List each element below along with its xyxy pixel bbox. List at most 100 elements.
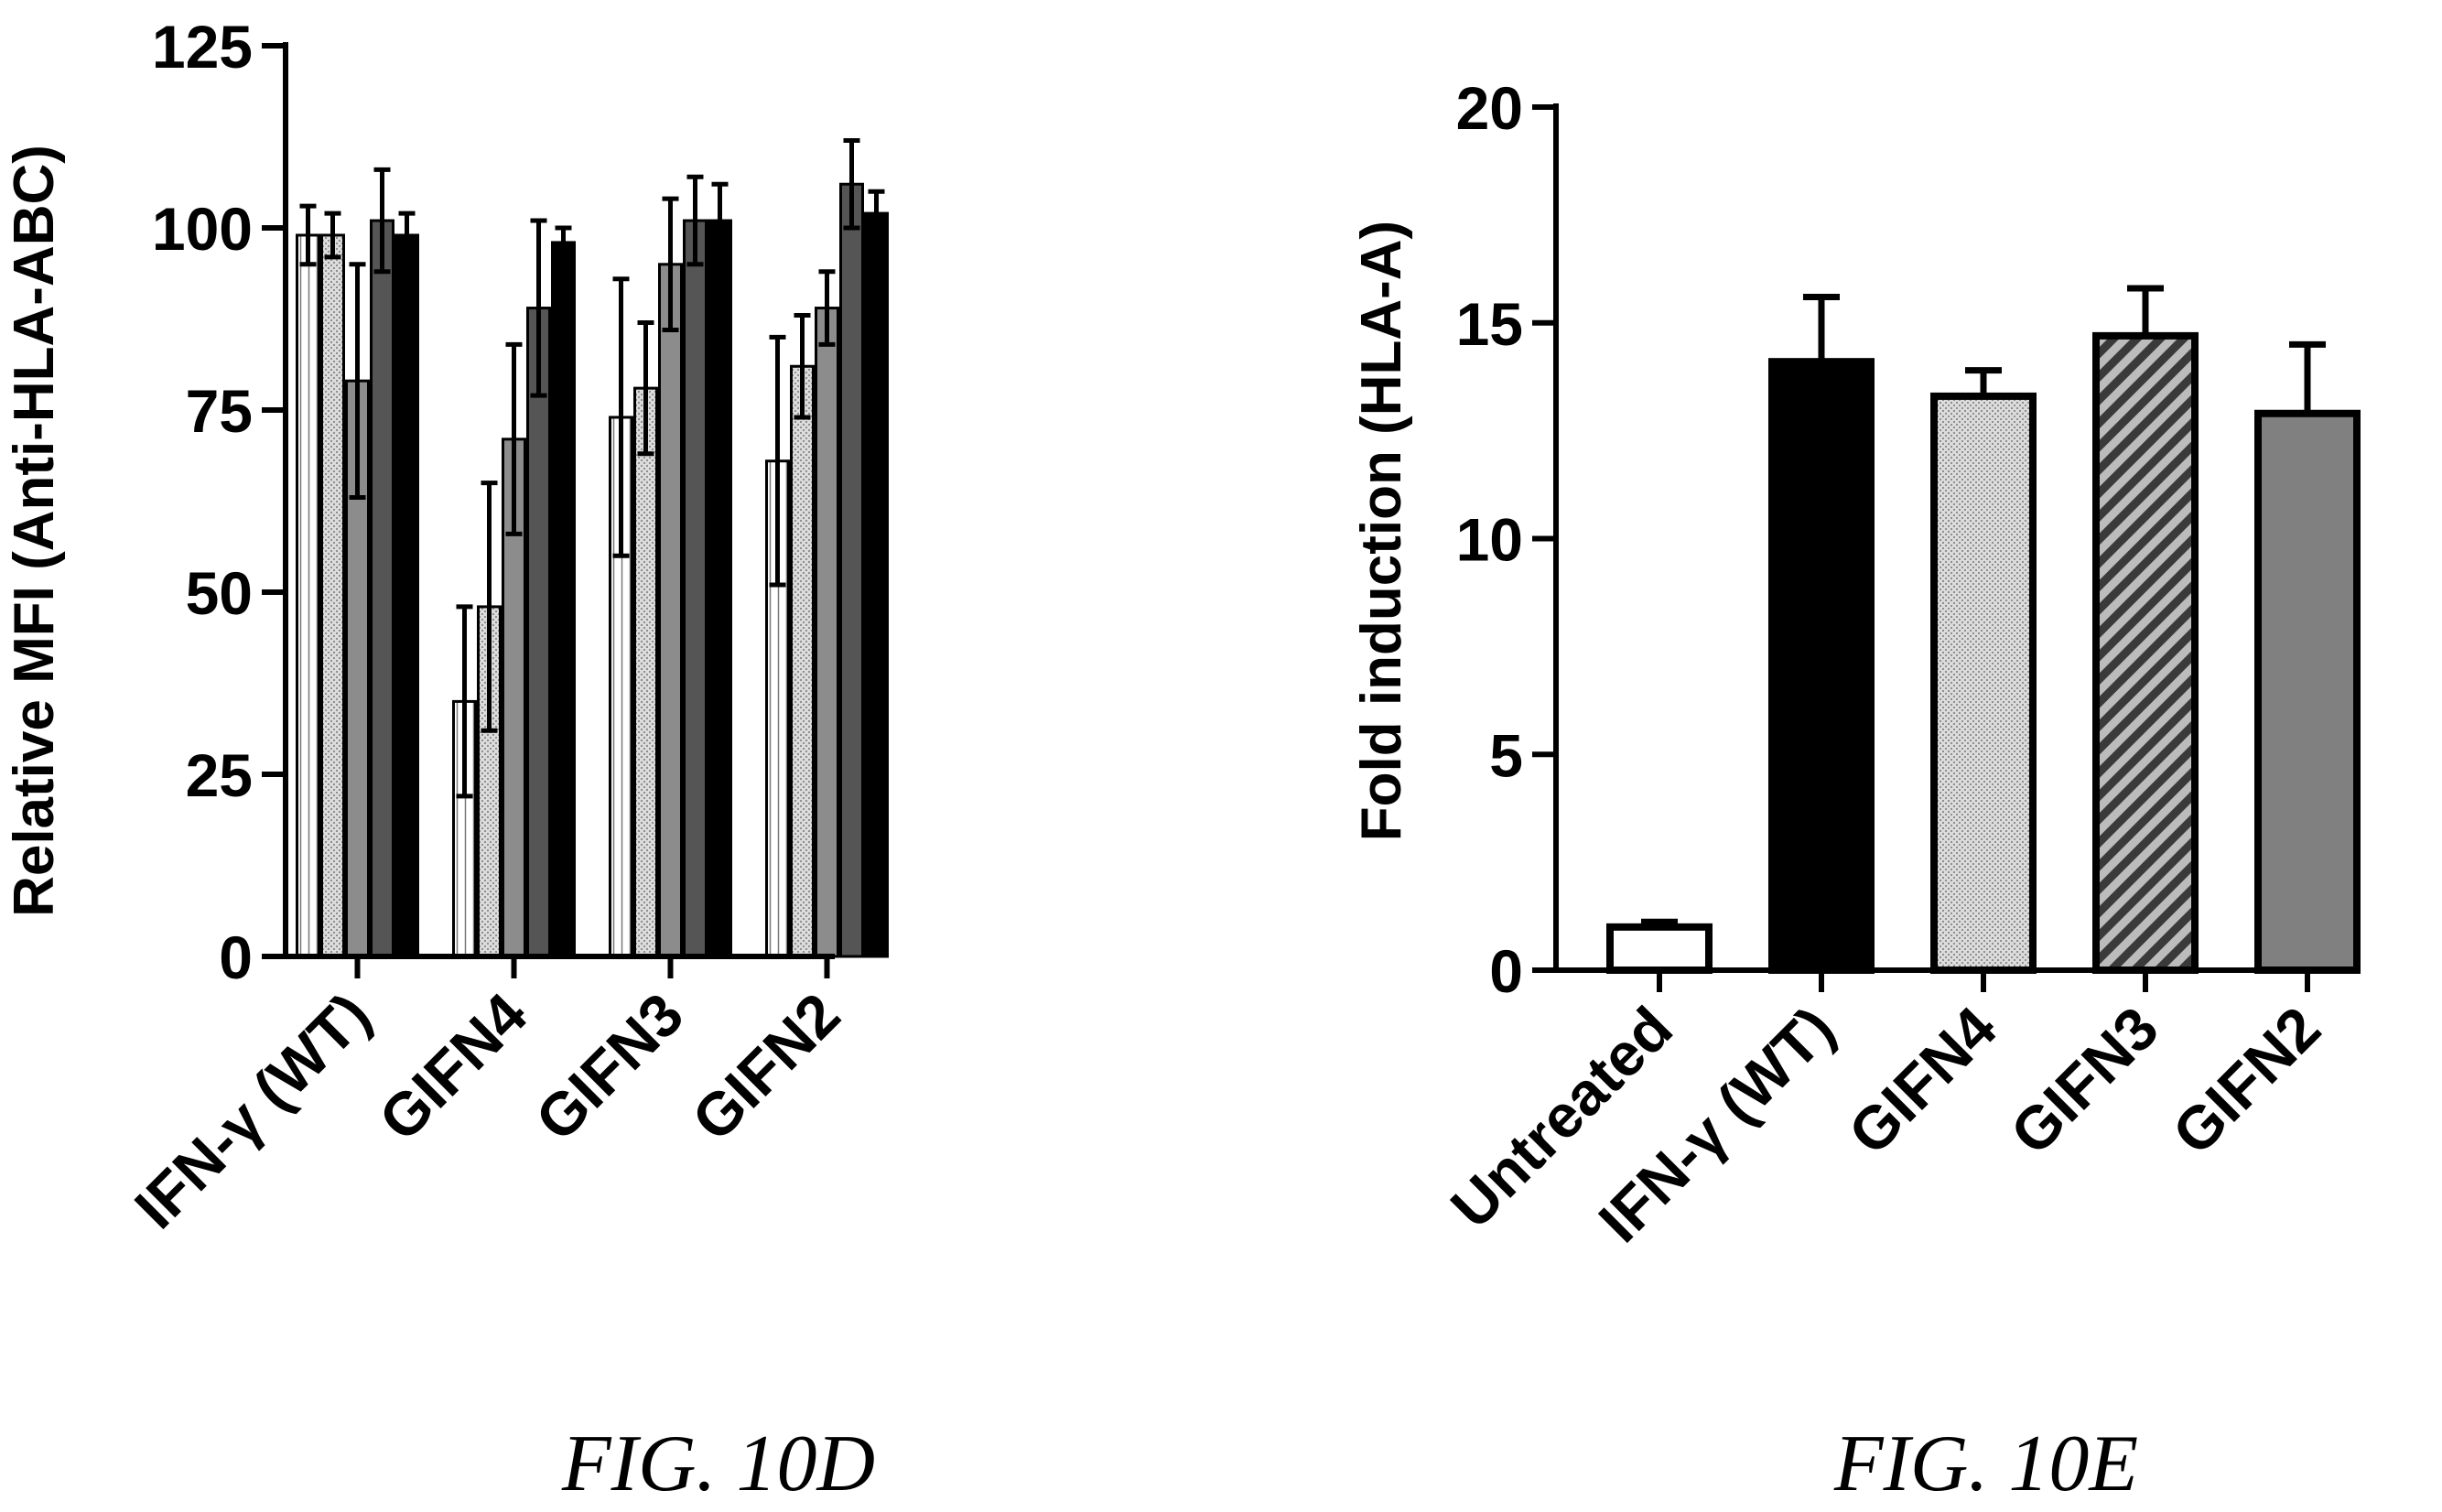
chart-10d-caption: FIG. 10D xyxy=(561,1420,875,1508)
chart-10d-bar xyxy=(633,386,658,958)
chart-10e-bar xyxy=(2254,409,2361,974)
chart-10d-error-bar xyxy=(612,276,630,417)
chart-10d-bar xyxy=(708,219,732,958)
chart-10d-bar xyxy=(864,211,889,958)
chart-10d-y-tick-label: 50 xyxy=(186,559,253,627)
chart-10d-x-tick-label: GIFN3 xyxy=(523,980,697,1154)
chart-10d-bar xyxy=(370,219,394,958)
chart-10d-x-tick-label: GIFN2 xyxy=(679,980,853,1154)
chart-10e-x-tick-label: GIFN3 xyxy=(1997,994,2171,1168)
chart-10d-error-bar xyxy=(456,604,473,702)
chart-10e-bar xyxy=(1768,358,1875,974)
chart-10d-error-bar xyxy=(299,203,317,235)
chart-10d-error-bar xyxy=(662,196,679,265)
chart-10d-error-bar xyxy=(324,211,341,235)
chart-10d-bar xyxy=(296,233,320,958)
chart-10e-error-bar xyxy=(1965,367,2002,396)
chart-10d-error-bar-lower xyxy=(794,366,811,420)
chart-10d-error-bar xyxy=(711,181,729,221)
chart-10d-y-tick-label: 75 xyxy=(186,377,253,445)
chart-10d-error-bar-lower xyxy=(398,234,416,260)
chart-10e-y-axis-label: Fold induction (HLA-A) xyxy=(1350,221,1413,841)
chart-10e-error-bar xyxy=(1641,918,1678,927)
chart-10d-bar xyxy=(394,233,419,958)
chart-10e-error-bar xyxy=(1803,293,1840,362)
chart-10d-error-bar-lower xyxy=(505,438,523,536)
chart-10d-bar xyxy=(839,182,864,958)
chart-10d-error-bar xyxy=(349,262,366,382)
chart-10d-error-bar-lower xyxy=(843,184,860,231)
chart-10d-bar xyxy=(683,219,708,958)
chart-10d-error-bar xyxy=(398,211,416,235)
chart-10d-error-bar-lower xyxy=(299,234,317,267)
chart-10d-error-bar xyxy=(530,218,547,308)
chart-10e-x-tick-label: GIFN2 xyxy=(2159,994,2333,1168)
chart-10e-y-tick-label: 10 xyxy=(1456,506,1523,574)
chart-10e-caption: FIG. 10E xyxy=(1833,1420,2138,1508)
chart-10d-bar xyxy=(658,263,683,958)
chart-10d-error-bar-lower xyxy=(349,381,366,501)
chart-10d-y-tick-label: 0 xyxy=(219,923,253,991)
chart-10d-error-bar-lower xyxy=(868,213,885,238)
chart-10d-y-tick-label: 125 xyxy=(152,13,253,81)
chart-10d-error-bar-lower xyxy=(481,606,498,733)
chart-10d-error-bar-lower xyxy=(818,308,836,347)
chart-10e-x-tick-label: GIFN4 xyxy=(1835,993,2009,1167)
chart-10e-bar xyxy=(2092,331,2199,974)
chart-10d-bar xyxy=(551,241,576,958)
chart-10d-x-tick-label: IFN-γ (WT) xyxy=(122,980,384,1242)
chart-10e-error-bars xyxy=(1641,285,2326,927)
chart-10d-bar xyxy=(320,233,345,958)
chart-10e-bar xyxy=(1930,392,2037,974)
chart-10d-bar xyxy=(815,307,839,958)
chart-10d-error-bar-lower xyxy=(456,701,473,799)
chart-10e-y-tick-label: 5 xyxy=(1489,721,1523,789)
chart-10d-error-bar xyxy=(868,189,885,214)
chart-10e-y-tick-label: 15 xyxy=(1456,290,1523,358)
chart-10d-bars xyxy=(296,182,889,958)
chart-10e-y-tick-labels: 0 5 10 15 20 xyxy=(1456,74,1523,1005)
chart-10d-error-bar xyxy=(794,313,811,367)
chart-10d-error-bar xyxy=(637,319,654,389)
chart-10d-y-tick-label: 100 xyxy=(152,195,253,263)
chart-10e-error-bar xyxy=(2127,285,2164,336)
chart-10d-error-bars xyxy=(299,137,885,799)
chart-10d-axes xyxy=(262,42,835,978)
chart-10d-error-bar xyxy=(373,167,391,221)
chart-10d-error-bar xyxy=(555,225,572,243)
chart-10e-bars xyxy=(1606,331,2361,974)
chart-10d-y-axis-label: Relative MFI (Anti-HLA-ABC) xyxy=(3,145,66,917)
chart-10d-error-bar xyxy=(686,174,704,221)
chart-10d-error-bar-lower xyxy=(530,308,547,398)
chart-10d-bar xyxy=(502,437,526,958)
chart-10d-error-bar-lower xyxy=(769,460,786,588)
chart-10d-x-tick-label: GIFN4 xyxy=(366,979,540,1153)
chart-10d-error-bar-lower xyxy=(612,416,630,558)
chart-10d-y-tick-labels: 0 25 50 75 100 125 xyxy=(152,13,253,991)
chart-10d-error-bar-lower xyxy=(324,234,341,260)
chart-10d-error-bar xyxy=(769,334,786,461)
chart-10e-y-tick-label: 0 xyxy=(1489,937,1523,1005)
chart-10d-error-bar xyxy=(843,137,860,185)
chart-10d-error-bar-lower xyxy=(637,388,654,457)
chart-10d-error-bar-lower xyxy=(711,221,729,260)
chart-10d-error-bar-lower xyxy=(555,242,572,260)
chart-10d-bar xyxy=(790,364,815,958)
chart-10d-y-tick-label: 25 xyxy=(186,741,253,809)
chart-10d-error-bar-lower xyxy=(662,264,679,332)
chart-10d-error-bar xyxy=(505,341,523,439)
chart-10d-error-bar xyxy=(481,481,498,607)
chart-10d-error-bar xyxy=(818,269,836,308)
chart-10e-axes xyxy=(1532,103,2310,992)
chart-10e-error-bar xyxy=(2289,340,2326,414)
chart-10e-bar xyxy=(1606,923,1713,974)
chart-10d-error-bar-lower xyxy=(373,221,391,275)
chart-10e-y-tick-label: 20 xyxy=(1456,74,1523,142)
chart-10d-error-bar-lower xyxy=(686,221,704,267)
chart-10d-bar xyxy=(526,307,551,958)
